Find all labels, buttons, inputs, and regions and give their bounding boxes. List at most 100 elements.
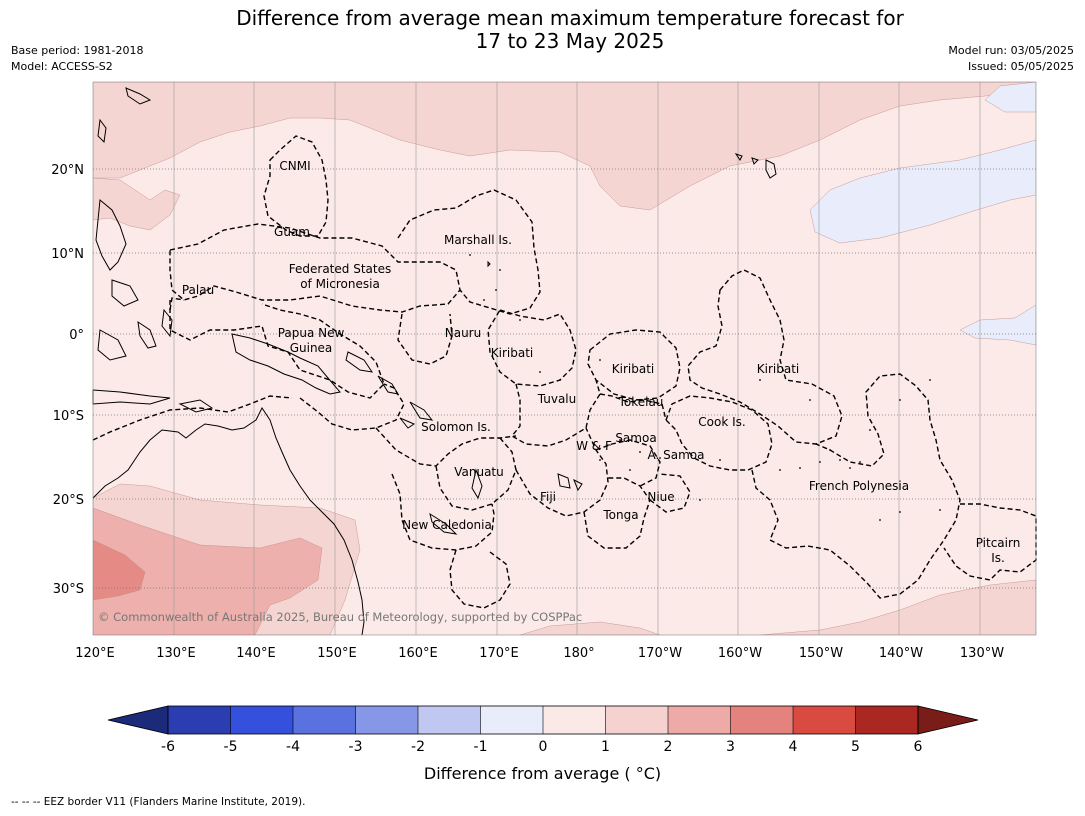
eez-border	[599, 393, 667, 421]
colorbar-segment	[168, 706, 231, 734]
longitude-label: 150°W	[799, 646, 843, 661]
eez-border	[649, 473, 691, 513]
eez-border	[435, 437, 517, 511]
island-dot	[899, 399, 901, 401]
eez-border	[397, 189, 541, 315]
eez-border	[943, 503, 1037, 581]
region-label-marshall: Marshall Is.	[444, 233, 512, 247]
region-label-cnmi: CNMI	[279, 159, 310, 173]
model-name: Model: ACCESS-S2	[11, 60, 113, 73]
island-dot	[519, 319, 521, 321]
latitude-label: 0°	[69, 328, 84, 343]
coastline	[573, 478, 583, 492]
coastline	[178, 399, 214, 413]
island-dot	[659, 457, 661, 459]
region-label-fsm1: Federated States	[289, 262, 391, 276]
island-dot	[839, 459, 841, 461]
longitude-label: 140°E	[236, 646, 276, 661]
region-label-png2: Guinea	[290, 341, 333, 355]
island-dot	[879, 519, 881, 521]
colorbar-segment	[230, 706, 294, 734]
eez-border	[397, 313, 453, 365]
colorbar-tick-label: -3	[349, 739, 363, 755]
coastline	[471, 468, 483, 500]
island-dot	[759, 379, 761, 381]
coastline	[92, 407, 365, 636]
coastline	[231, 333, 341, 395]
island-dot	[849, 467, 851, 469]
longitude-labels: 120°E 130°E 140°E 150°E 160°E 170°E 180° 170°W 1…	[75, 646, 1004, 661]
latitude-labels: 20°N 10°N 0° 10°S 20°S 30°S	[51, 163, 84, 597]
region-label-solomon: Solomon Is.	[421, 420, 491, 434]
colorbar-segment	[293, 706, 356, 734]
island-dot	[483, 299, 485, 301]
longitude-label: 130°W	[960, 646, 1004, 661]
anomaly-region-neg-east	[984, 82, 1036, 113]
eez-border	[487, 309, 577, 387]
coastline	[734, 153, 743, 161]
forecast-map: 20°N10°N0°10°S20°S30°S 120°E 130°E 140°E 15…	[51, 81, 1037, 755]
coastline	[125, 87, 152, 105]
anomaly-field	[93, 82, 1036, 635]
eez-border	[751, 373, 961, 599]
coastline	[95, 199, 127, 271]
colorbar-tick-label: 5	[851, 739, 860, 755]
coastline	[92, 389, 171, 405]
island-dot	[639, 451, 641, 453]
longitude-label: 170°E	[479, 646, 519, 661]
region-label-kiribati-east: Kiribati	[757, 362, 799, 376]
colorbar-tick-label: -1	[474, 739, 488, 755]
region-label-asamoa: A. Samoa	[648, 448, 705, 462]
longitude-label: 160°W	[718, 646, 762, 661]
region-label-cook: Cook Is.	[698, 415, 745, 429]
eez-border	[375, 427, 517, 467]
title-line-2: 17 to 23 May 2025	[475, 29, 665, 53]
coastline	[429, 512, 458, 535]
latitude-label: 20°S	[53, 493, 84, 508]
region-label-fiji: Fiji	[540, 490, 556, 504]
region-label-palau: Palau	[182, 283, 214, 297]
island-dot	[809, 399, 811, 401]
region-label-wf: W & F	[576, 439, 612, 453]
latitude-label: 20°N	[51, 163, 84, 178]
eez-border	[169, 223, 461, 313]
region-label-tokelau: Tokelau	[618, 395, 664, 409]
eez-border	[595, 439, 661, 487]
island-dot	[499, 269, 501, 271]
colorbar-tick-label: 2	[664, 739, 673, 755]
coastline	[345, 351, 374, 373]
colorbar-segment	[355, 706, 419, 734]
island-dot	[819, 461, 821, 463]
eez-border	[169, 297, 185, 311]
colorbar-under-arrow	[107, 705, 169, 735]
eez-border	[510, 379, 601, 447]
island-dot	[929, 379, 931, 381]
longitude-label: 160°E	[398, 646, 438, 661]
eez-borders	[92, 135, 1037, 609]
colorbar-tick-label: -2	[411, 739, 425, 755]
island-dot	[599, 359, 601, 361]
coastline	[111, 279, 139, 307]
colorbar-tick-label: 3	[726, 739, 735, 755]
colorbar-tick-label: -6	[161, 739, 175, 755]
eez-border	[391, 473, 495, 551]
eez-border	[583, 477, 651, 549]
longitude-label: 140°W	[879, 646, 923, 661]
map-frame	[92, 81, 1037, 636]
region-label-kiribati-west: Kiribati	[491, 346, 533, 360]
colorbar-segment	[668, 706, 731, 734]
anomaly-region-1-2-north	[93, 82, 1036, 211]
eez-border	[92, 395, 293, 441]
island-dot	[699, 499, 701, 501]
eez-border	[449, 549, 511, 609]
anomaly-region-1-2-west	[93, 177, 181, 231]
island-dot	[899, 511, 901, 513]
region-label-pitcairn2: Is.	[991, 551, 1005, 565]
longitude-label: 180°	[563, 646, 594, 661]
region-label-samoa: Samoa	[615, 431, 656, 445]
colorbar-tick-label: -4	[286, 739, 300, 755]
colorbar-segment	[418, 706, 481, 734]
region-label-png1: Papua New	[278, 326, 345, 340]
title-line-1: Difference from average mean maximum tem…	[236, 6, 904, 30]
